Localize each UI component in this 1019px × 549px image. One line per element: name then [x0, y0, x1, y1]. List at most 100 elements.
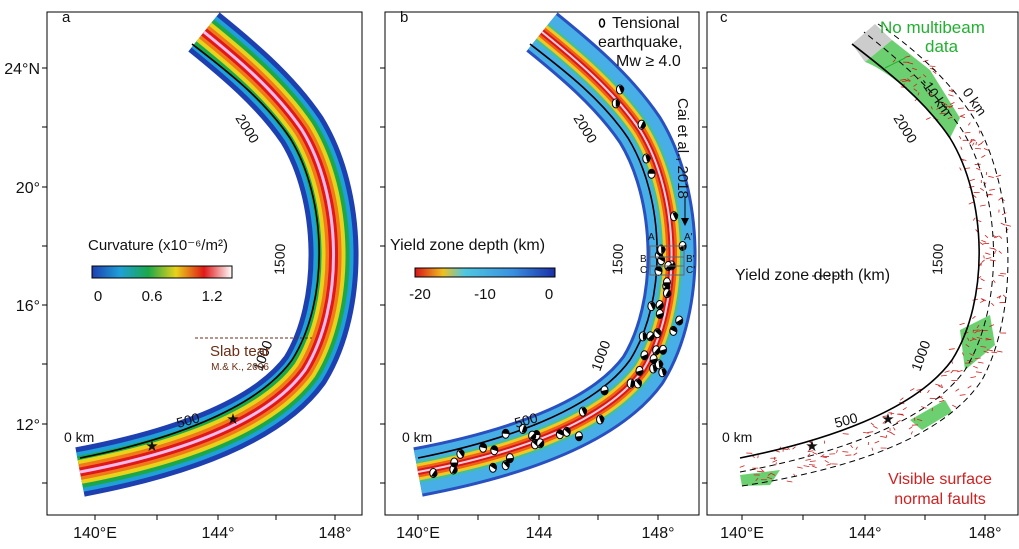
fault	[965, 344, 970, 348]
quake-lobe	[537, 440, 545, 448]
fault	[809, 460, 816, 462]
fault	[880, 435, 886, 438]
fault	[998, 250, 1002, 254]
quake-lobe	[679, 244, 687, 251]
fault	[946, 105, 953, 108]
fault	[959, 167, 962, 171]
fault	[983, 350, 989, 354]
fault	[917, 92, 920, 96]
legend-title: Curvature (x10⁻⁶/m²)	[88, 237, 228, 254]
fault	[904, 79, 910, 82]
fault	[1000, 222, 1006, 226]
fault	[888, 412, 895, 415]
fault	[890, 432, 895, 436]
fault	[912, 67, 918, 71]
fault	[959, 394, 966, 396]
earthquake	[662, 288, 672, 299]
fault	[775, 462, 777, 466]
fault	[886, 430, 892, 434]
earthquake	[456, 448, 465, 459]
quake-lobe	[450, 462, 458, 468]
fault	[930, 106, 933, 110]
fault	[948, 94, 954, 97]
fault	[979, 204, 986, 207]
fault	[976, 167, 981, 171]
quake-lobe	[642, 332, 648, 340]
fault	[803, 465, 810, 468]
fault	[808, 464, 815, 466]
fault	[960, 158, 967, 161]
fault	[970, 376, 977, 379]
quake-lobe	[676, 318, 683, 325]
earthquake	[653, 328, 662, 339]
earthquake	[574, 431, 583, 442]
earthquake	[611, 98, 621, 109]
fault	[979, 242, 984, 246]
fault	[983, 148, 989, 151]
quake-lobe	[647, 333, 655, 341]
fault	[957, 107, 964, 109]
fault	[882, 415, 889, 417]
distance-label: 1500	[609, 243, 626, 275]
fault	[972, 217, 976, 221]
quake-lobe	[521, 425, 528, 433]
fault	[867, 431, 874, 433]
fault	[980, 140, 984, 145]
fault	[962, 352, 964, 356]
earthquake	[669, 211, 679, 222]
quake-lobe	[451, 466, 458, 474]
lon-label: 144°	[848, 525, 881, 542]
earthquake	[450, 457, 459, 468]
fault	[992, 247, 997, 251]
fault	[980, 262, 982, 266]
fault	[991, 302, 995, 307]
earthquake	[528, 430, 537, 441]
earthquake	[501, 460, 510, 471]
fault	[980, 346, 987, 348]
fault	[811, 465, 817, 469]
quake-lobe	[641, 353, 649, 360]
fault	[901, 80, 908, 83]
fault	[957, 369, 963, 373]
fault	[972, 315, 976, 320]
fault	[989, 324, 995, 328]
fault	[862, 431, 869, 434]
colorbar-tick: 0	[94, 288, 102, 305]
fault	[929, 65, 936, 67]
colorbar-tick: -20	[409, 286, 431, 303]
fault	[989, 259, 996, 262]
earthquake	[638, 331, 648, 342]
fault	[899, 78, 906, 81]
fault	[960, 146, 963, 150]
fault	[855, 446, 858, 450]
earthquake	[640, 350, 649, 361]
fault	[935, 383, 941, 386]
fault	[882, 420, 886, 424]
fault	[808, 446, 815, 448]
fault	[968, 201, 974, 205]
quake-lobe	[479, 443, 487, 449]
fault	[944, 370, 950, 373]
fault	[892, 59, 896, 63]
fault	[938, 399, 945, 403]
lat-label: 12°	[16, 417, 40, 434]
panel-label: a	[62, 9, 71, 26]
fault	[770, 472, 776, 476]
fault	[913, 88, 918, 92]
fault	[1000, 272, 1007, 275]
earthquake	[633, 378, 642, 389]
colorbar-tick: 0	[545, 286, 553, 303]
fault	[948, 89, 954, 93]
profile-label: B'	[686, 254, 695, 265]
fault	[976, 324, 980, 329]
fault	[871, 447, 874, 451]
earthquake	[637, 119, 646, 130]
fault	[981, 240, 987, 243]
distance-label: 0 km	[64, 429, 94, 445]
fault	[940, 374, 947, 377]
quake-lobe	[645, 154, 651, 162]
fault	[907, 78, 911, 82]
fault	[786, 480, 793, 483]
quake-lobe	[661, 368, 667, 376]
profiles	[649, 245, 685, 276]
